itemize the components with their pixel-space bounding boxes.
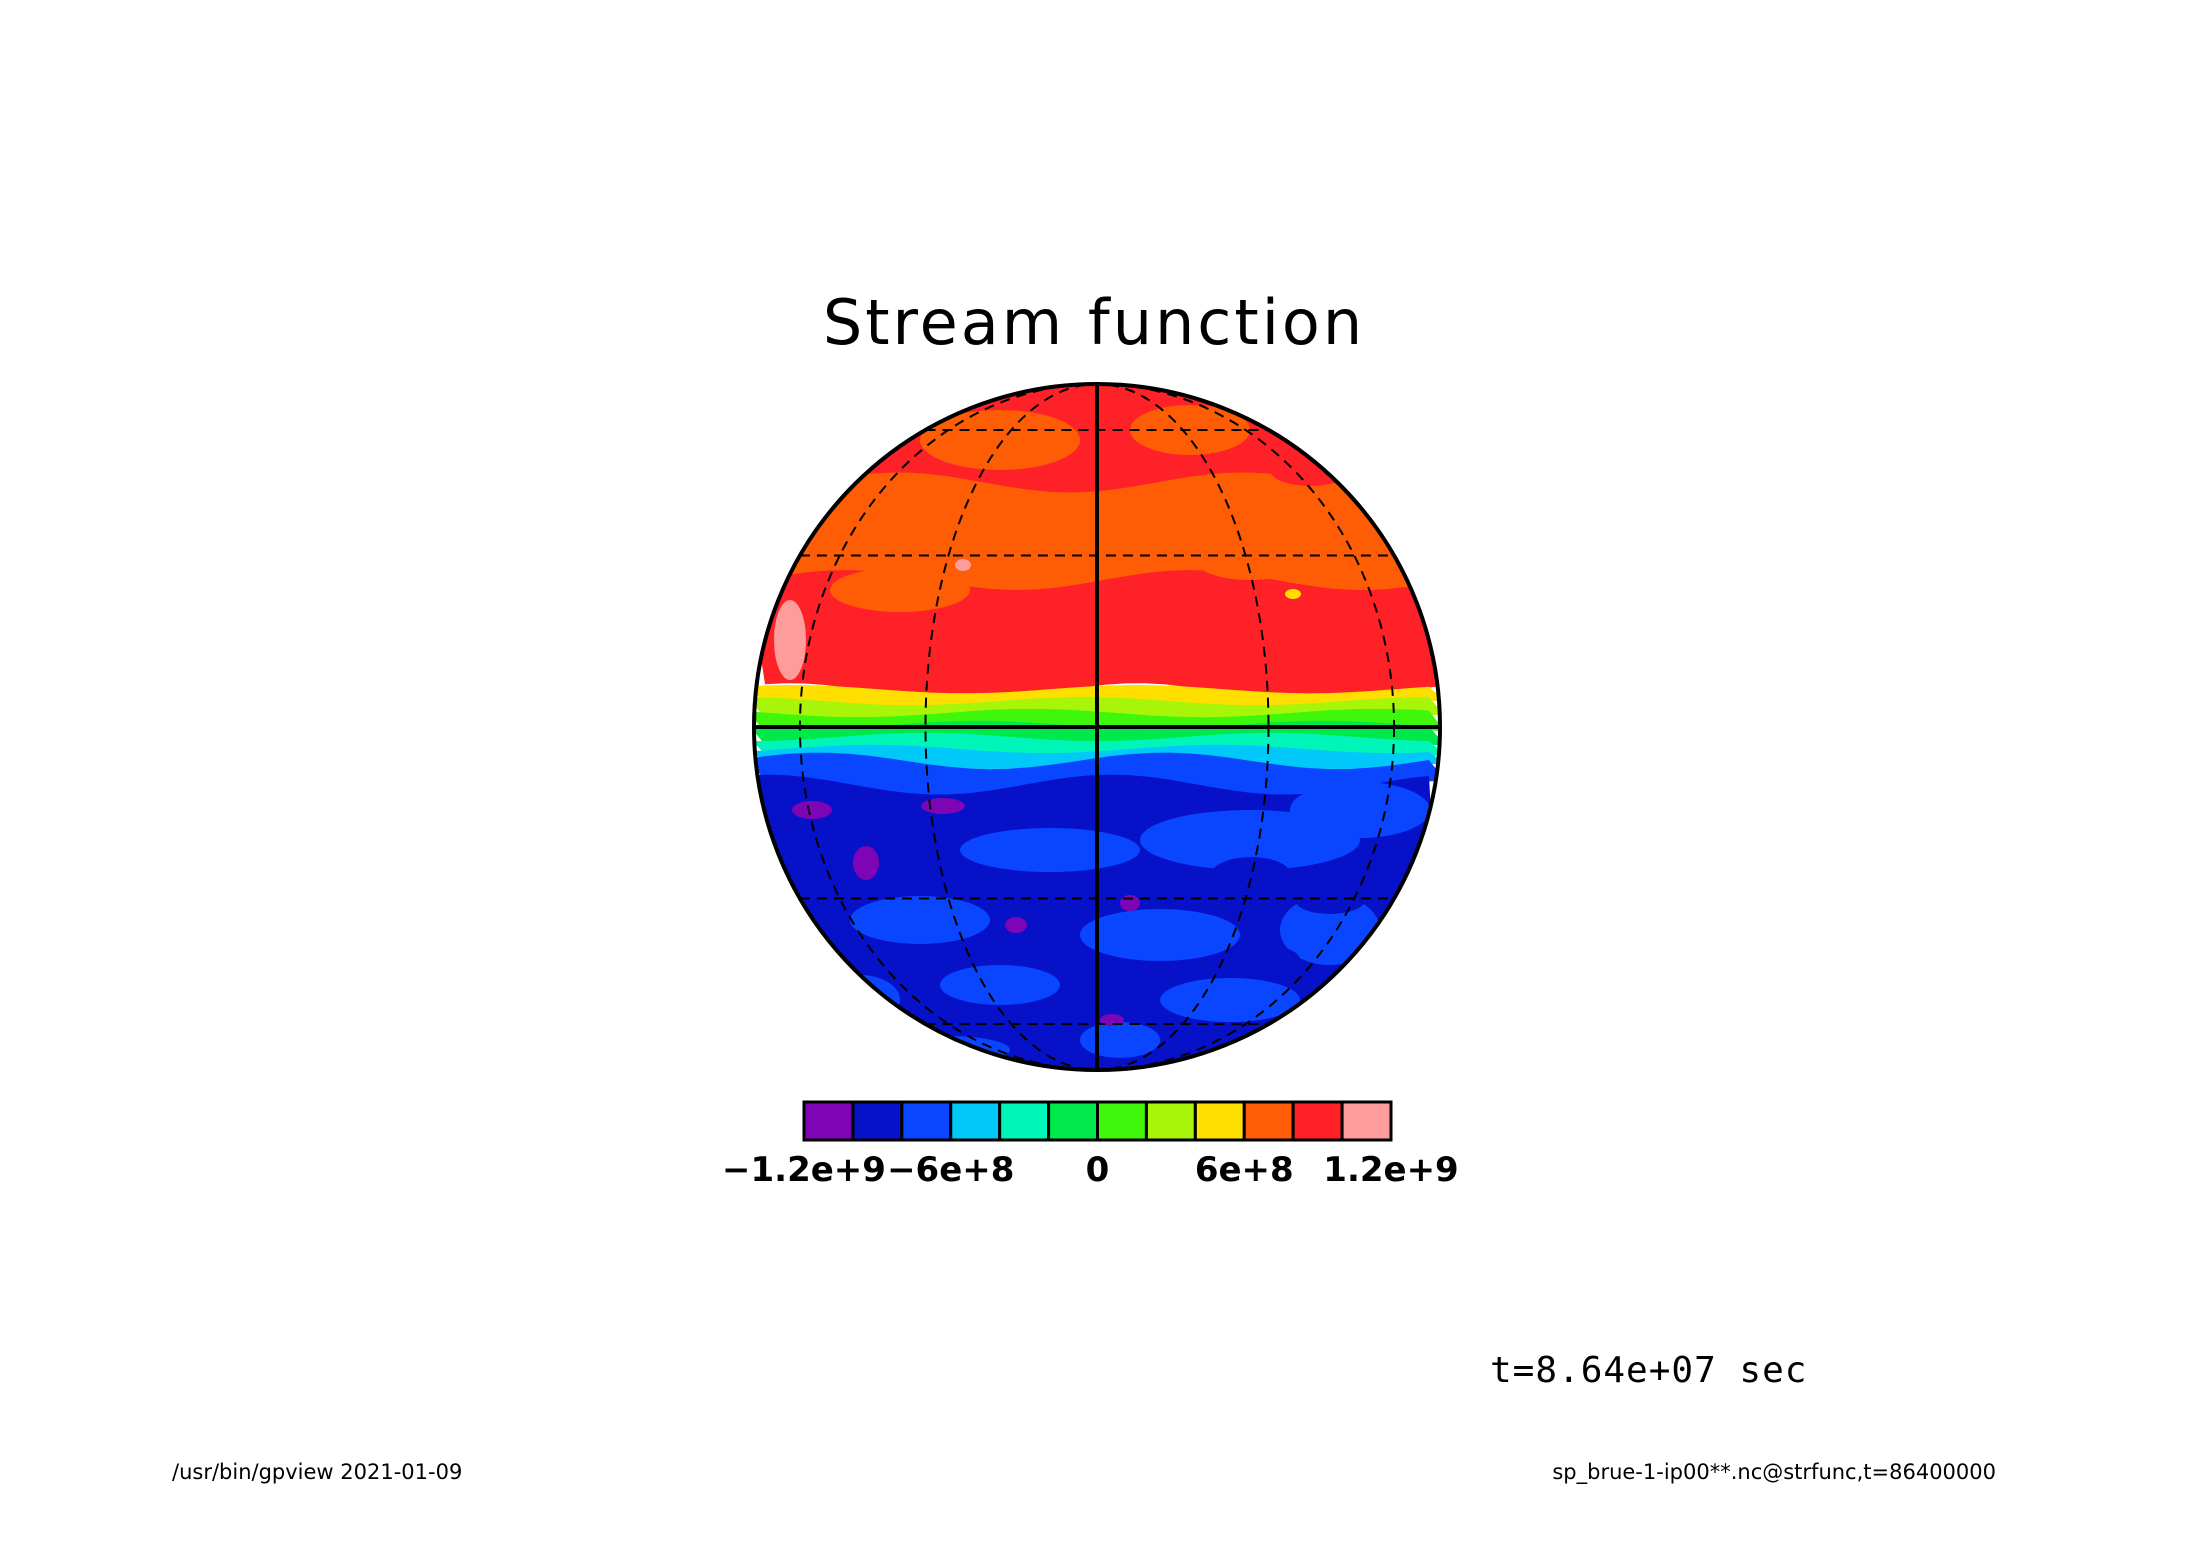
colorbar-tick-label: 0	[1085, 1150, 1110, 1190]
footer-file-info: sp_brue-1-ip00**.nc@strfunc,t=86400000	[1552, 1460, 1996, 1484]
field-blob	[1080, 1022, 1160, 1058]
field-blob	[1280, 895, 1380, 965]
colorbar-swatch	[1096, 1100, 1148, 1142]
field-blob	[1010, 506, 1090, 534]
field-blob	[1160, 978, 1300, 1022]
field-blob	[1195, 540, 1305, 580]
colorbar-swatch	[851, 1100, 904, 1142]
chart-title: Stream function	[822, 286, 1366, 359]
field-blob	[1211, 857, 1291, 893]
field-blob	[1290, 782, 1430, 838]
field-blob	[1080, 909, 1240, 961]
globe-outline	[752, 382, 1442, 1072]
field-blob	[830, 568, 970, 612]
colorbar	[802, 1100, 1393, 1142]
field-blob	[890, 1036, 1010, 1064]
colorbar-swatch	[1242, 1100, 1295, 1142]
colorbar-tick-label: 6e+8	[1194, 1150, 1294, 1190]
footer-program-date: /usr/bin/gpview 2021-01-09	[172, 1460, 463, 1484]
graticule	[754, 384, 1440, 1070]
colorbar-tick-label: −1.2e+9	[722, 1150, 886, 1190]
field-blob	[853, 846, 879, 880]
colorbar-swatch	[949, 1100, 1002, 1142]
colorbar-swatch	[802, 1100, 855, 1142]
field-blob	[774, 600, 806, 680]
field-blob	[1240, 946, 1300, 974]
field-blob	[960, 828, 1140, 872]
colorbar-swatch	[1340, 1100, 1393, 1142]
time-label: t=8.64e+07 sec	[1490, 1350, 1808, 1391]
field-blob	[850, 896, 990, 944]
field-blob	[1285, 589, 1301, 599]
field-blob	[920, 410, 1080, 470]
colorbar-tick-label: 1.2e+9	[1323, 1150, 1459, 1190]
colorbar-swatch	[900, 1100, 953, 1142]
colorbar-swatch	[998, 1100, 1051, 1142]
colorbar-tick-label: −6e+8	[887, 1150, 1015, 1190]
field-blob	[955, 559, 971, 571]
field-blob	[940, 965, 1060, 1005]
field-blob	[921, 798, 965, 814]
field-blob	[792, 801, 832, 819]
field-blob	[1120, 895, 1140, 911]
field-blob	[1295, 886, 1365, 914]
colorbar-swatch	[1047, 1100, 1100, 1142]
field-blob	[1100, 1014, 1124, 1026]
field-blob	[1005, 917, 1027, 933]
colorbar-swatch	[1193, 1100, 1246, 1142]
colorbar-swatch	[1144, 1100, 1197, 1142]
colorbar-swatch	[1291, 1100, 1344, 1142]
